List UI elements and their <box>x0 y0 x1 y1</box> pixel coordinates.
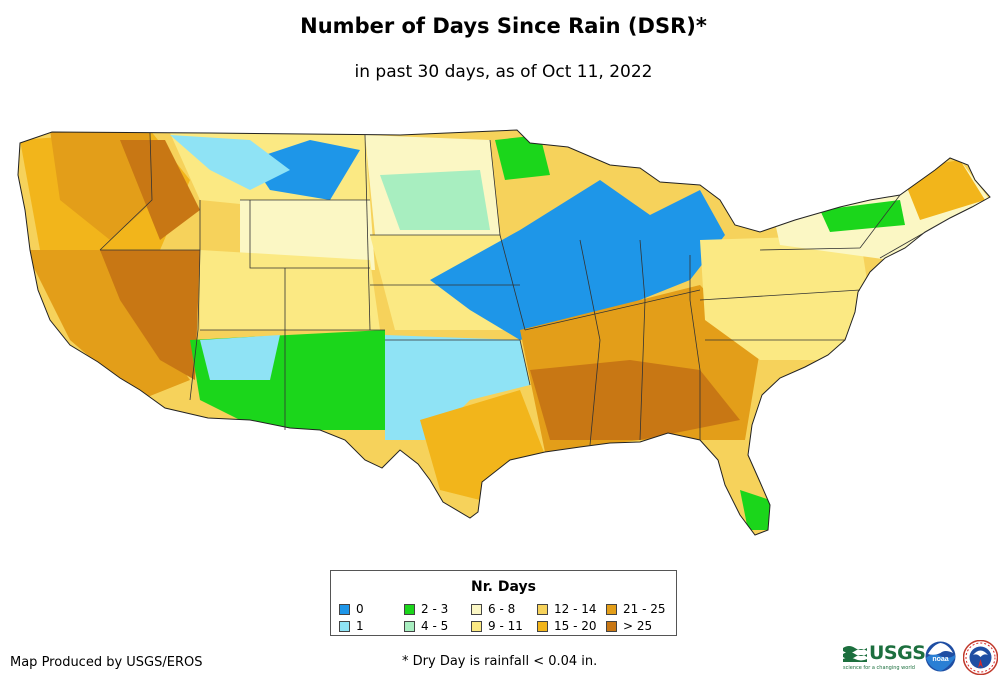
legend-item-0: 0 <box>339 602 364 616</box>
legend-item-9: > 25 <box>606 619 652 633</box>
region-ny-green <box>820 200 905 232</box>
region-midwest-blue <box>430 180 725 340</box>
map-title: Number of Days Since Rain (DSR)* <box>300 14 707 38</box>
region-utah-co <box>200 250 380 330</box>
region-dakota-mint <box>380 170 490 230</box>
usgs-tagline: science for a changing world <box>843 665 915 671</box>
map-subtitle: in past 30 days, as of Oct 11, 2022 <box>354 62 653 82</box>
region-idaho-dark <box>120 140 200 240</box>
noaa-wordmark: noaa <box>932 656 948 663</box>
legend-label: 21 - 25 <box>623 602 666 616</box>
legend-item-4: 6 - 8 <box>471 602 515 616</box>
legend-label: 15 - 20 <box>554 619 597 633</box>
region-texas-south <box>420 390 545 500</box>
legend-item-8: 21 - 25 <box>606 602 666 616</box>
legend-swatch <box>471 620 482 632</box>
legend-swatch <box>339 620 350 632</box>
legend-swatch <box>339 603 350 615</box>
region-montana-lightblue <box>170 135 290 190</box>
legend-item-2: 2 - 3 <box>404 602 448 616</box>
legend-item-7: 15 - 20 <box>537 619 597 633</box>
legend-label: 9 - 11 <box>488 619 523 633</box>
region-florida-south-green <box>740 490 770 530</box>
legend-label: 0 <box>356 602 364 616</box>
legend-swatch <box>606 603 617 615</box>
legend-item-3: 4 - 5 <box>404 619 448 633</box>
legend-swatch <box>537 620 548 632</box>
noaa-logo-icon: noaa <box>925 641 956 672</box>
legend-title: Nr. Days <box>471 579 536 595</box>
legend-label: 12 - 14 <box>554 602 597 616</box>
region-texas-lightblue <box>385 335 530 440</box>
legend-label: 1 <box>356 619 364 633</box>
map-credit: Map Produced by USGS/EROS <box>10 655 203 670</box>
region-california <box>25 250 190 400</box>
usgs-logo-icon: USGS science for a changing world <box>843 642 926 671</box>
legend-label: > 25 <box>623 619 653 633</box>
legend-swatch <box>404 603 415 615</box>
region-southwest-lightblue <box>200 335 280 380</box>
legend-item-5: 9 - 11 <box>471 619 523 633</box>
legend-item-1: 1 <box>339 619 364 633</box>
legend-swatch <box>606 620 617 632</box>
legend-label: 4 - 5 <box>421 619 449 633</box>
region-upper-midwest-green <box>495 135 550 180</box>
legend: Nr. Days 0 1 2 - 3 4 - 5 6 - 8 9 - 11 12… <box>330 570 677 636</box>
legend-label: 6 - 8 <box>488 602 516 616</box>
legend-item-6: 12 - 14 <box>537 602 597 616</box>
legend-label: 2 - 3 <box>421 602 449 616</box>
us-outline <box>17 129 991 536</box>
legend-swatch <box>471 603 482 615</box>
usgs-wordmark: USGS <box>869 642 926 664</box>
usgs-wave-icon <box>843 646 867 662</box>
region-southeast-dark <box>530 360 740 440</box>
region-mid-atlantic <box>700 235 870 360</box>
region-wyoming <box>240 200 375 270</box>
dry-day-footnote: * Dry Day is rainfall < 0.04 in. <box>402 654 598 669</box>
legend-swatch <box>537 603 548 615</box>
region-nevada-dark <box>100 250 200 380</box>
dsr-map <box>17 129 991 536</box>
legend-swatch <box>404 620 415 632</box>
state-borders <box>99 132 951 446</box>
nws-logo-icon <box>963 640 998 675</box>
region-montana-blue <box>250 140 360 200</box>
